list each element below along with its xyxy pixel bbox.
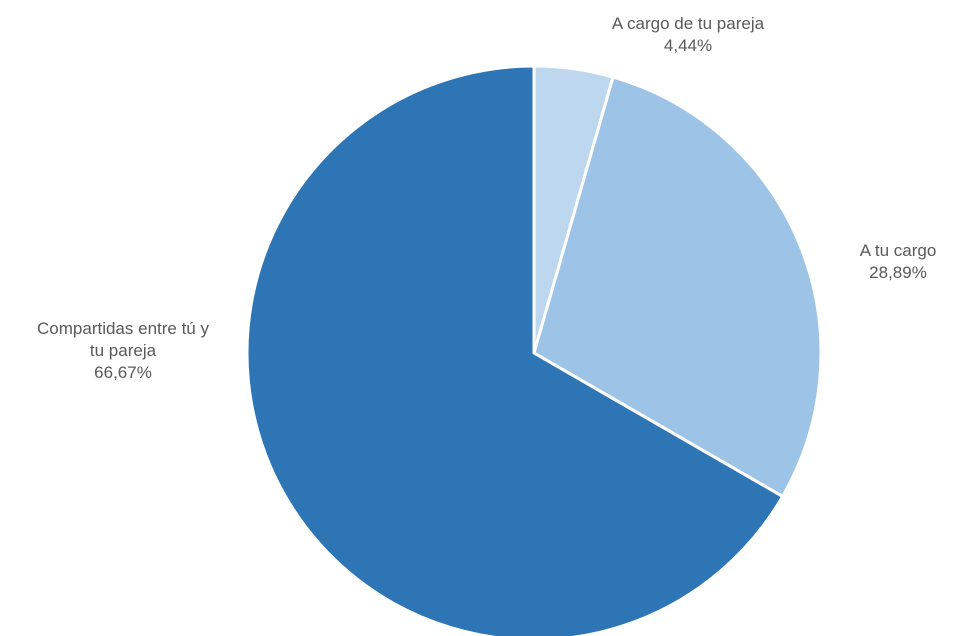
pie-slice-label-2: A tu cargo 28,89% xyxy=(860,241,937,282)
slice-category-label: A cargo de tu pareja xyxy=(612,14,765,33)
slice-value-label: 28,89% xyxy=(869,263,927,282)
slice-value-label: 4,44% xyxy=(664,36,712,55)
pie-slice-2 xyxy=(532,75,823,498)
slice-category-label: Compartidas entre tú y xyxy=(37,319,209,338)
slice-category-label: A tu cargo xyxy=(860,241,937,260)
slice-value-label: 66,67% xyxy=(94,363,152,382)
pie-slice-label-3: Compartidas entre tú y tu pareja 66,67% xyxy=(37,319,209,382)
pie-slices xyxy=(245,64,823,636)
slice-category-label: tu pareja xyxy=(90,341,157,360)
pie-slice-label-1: A cargo de tu pareja 4,44% xyxy=(612,14,765,55)
pie-slice-3 xyxy=(245,64,785,636)
pie-labels: A cargo de tu pareja 4,44% A tu cargo 28,89… xyxy=(37,14,936,382)
